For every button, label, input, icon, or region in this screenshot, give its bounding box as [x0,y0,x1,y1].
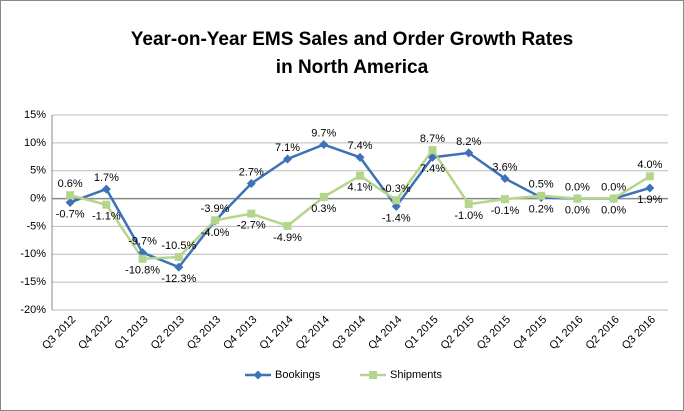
y-tick-label: 10% [24,137,46,149]
marker [66,191,75,200]
marker [537,191,546,200]
marker [609,194,618,203]
marker [645,172,654,181]
marker [464,200,473,209]
marker [174,262,184,272]
marker [283,154,293,164]
data-label: 3.6% [492,161,517,173]
chart-title: in North America [276,57,429,78]
marker [319,192,328,201]
data-label: 0.2% [529,203,554,215]
data-label: -0.3% [382,183,411,195]
marker [246,179,256,189]
data-label: 0.0% [601,204,626,216]
marker [573,194,582,203]
data-label: -1.4% [382,212,411,224]
data-label: -4.9% [273,232,302,244]
marker [319,140,329,150]
data-label: 0.6% [58,178,83,190]
marker [464,148,474,158]
y-tick-label: -20% [20,304,46,316]
data-label: -2.7% [237,220,266,232]
marker [427,152,437,162]
data-label: 1.9% [637,194,662,206]
data-label: 8.7% [420,133,445,145]
y-tick-label: 15% [24,109,46,121]
data-label: -10.5% [161,240,196,252]
data-label: 1.7% [94,172,119,184]
marker [211,216,220,225]
marker [247,209,256,218]
marker [138,254,147,263]
data-label: -3.9% [201,203,230,215]
marker [500,195,509,204]
data-label: 4.0% [637,159,662,171]
y-tick-label: -10% [20,248,46,260]
marker [500,174,510,184]
data-label: -1.1% [92,211,121,223]
marker [428,146,437,155]
data-label: -0.7% [56,208,85,220]
data-label: -4.0% [201,227,230,239]
legend-label: Bookings [275,369,321,381]
data-label: 7.1% [275,142,300,154]
data-label: -12.3% [161,273,196,285]
y-tick-label: -5% [26,220,46,232]
data-label: 0.3% [311,203,336,215]
data-label: 9.7% [311,127,336,139]
marker [65,197,75,207]
legend-marker [253,370,263,380]
marker [102,200,111,209]
data-label: -10.8% [125,265,160,277]
marker [356,171,364,180]
y-tick-label: 5% [30,165,46,177]
legend-marker [369,371,377,379]
data-label: 7.4% [347,140,372,152]
marker [174,253,183,262]
data-label: 8.2% [456,136,481,148]
data-label: -9.7% [128,236,157,248]
data-label: -0.1% [491,205,520,217]
data-label: 0.0% [565,204,590,216]
data-label: 7.4% [420,163,445,175]
y-tick-label: 0% [30,192,46,204]
legend-label: Shipments [390,369,442,381]
data-label: 4.1% [347,182,372,194]
data-label: -1.0% [454,210,483,222]
data-label: 0.0% [565,181,590,193]
data-label: 2.7% [239,166,264,178]
marker [355,152,365,162]
marker [283,221,292,230]
marker [392,196,401,205]
data-label: 0.5% [529,179,554,191]
data-label: 0.0% [601,181,626,193]
y-tick-label: -15% [20,276,46,288]
marker [101,184,111,194]
chart-title: Year-on-Year EMS Sales and Order Growth … [131,29,573,50]
marker [645,183,655,193]
